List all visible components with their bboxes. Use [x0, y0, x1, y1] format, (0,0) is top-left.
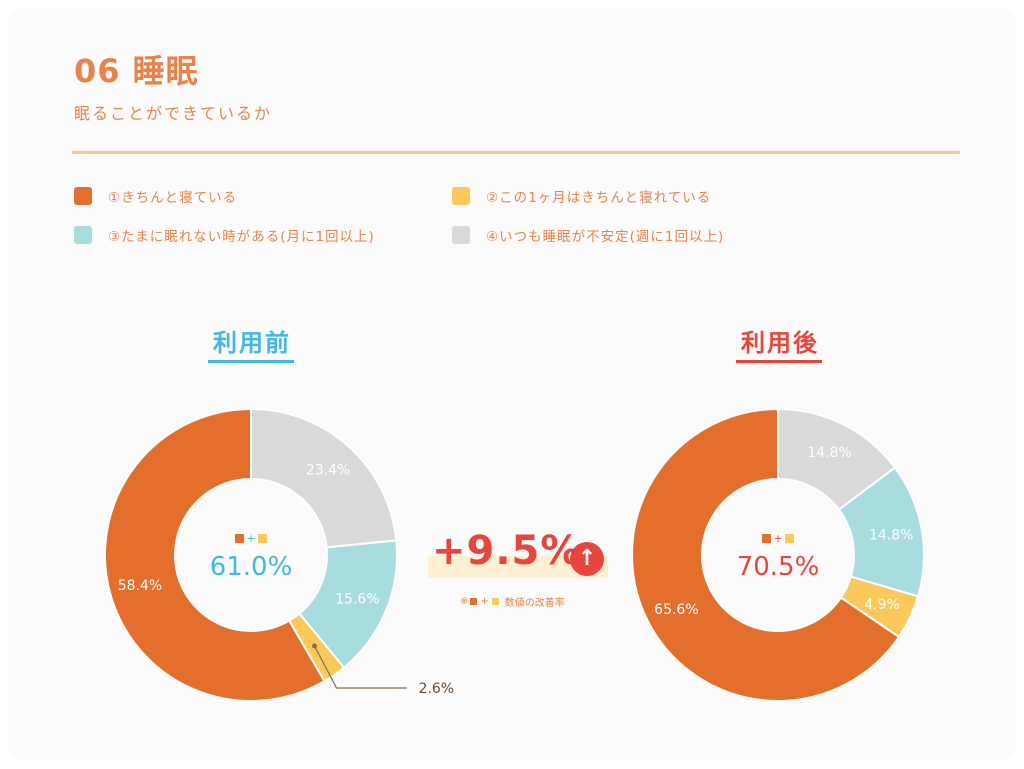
legend-label-2: ②この1ヶ月はきちんと寝れている	[486, 190, 712, 206]
before-slice-4	[250, 408, 398, 549]
before-slice-label-1: 58.4%	[118, 578, 162, 594]
before-slice-label-4: 23.4%	[306, 463, 350, 479]
before-leader-line	[314, 645, 407, 689]
before-slice-1	[104, 408, 326, 702]
legend-swatch-3	[74, 226, 92, 244]
before-label: 利用前	[213, 329, 291, 357]
note-yellow-square	[491, 598, 499, 605]
before-slice-2	[288, 612, 346, 683]
page-subtitle: 眠ることができているか	[74, 104, 273, 123]
arrow-up-icon: ↑	[570, 542, 604, 576]
legend-label-4: ④いつも睡眠が不安定(週に1回以上)	[486, 229, 725, 245]
note-mark: ※	[460, 596, 469, 607]
legend-swatch-4	[452, 226, 470, 244]
before-center-value: 61.0%	[210, 552, 293, 582]
legend-item-2: ②この1ヶ月はきちんと寝れている	[452, 186, 711, 206]
before-center-yellow-square	[258, 534, 267, 543]
after-center-orange-square	[762, 534, 771, 543]
header-divider	[72, 151, 960, 154]
note-orange-square	[470, 598, 478, 605]
after-slice-label-1: 65.6%	[654, 602, 698, 618]
legend-item-1: ①きちんと寝ている	[74, 186, 237, 206]
page-title: 06 睡眠	[74, 52, 199, 90]
after-underline	[736, 360, 822, 363]
improvement-note: ※ + 数値の改善率	[460, 594, 565, 609]
before-center-plus: +	[246, 532, 255, 545]
after-center-value: 70.5%	[737, 552, 820, 582]
after-label: 利用後	[741, 329, 819, 357]
after-center-plus: +	[773, 532, 782, 545]
legend-item-4: ④いつも睡眠が不安定(週に1回以上)	[452, 225, 724, 245]
after-slice-label-4: 14.8%	[807, 445, 851, 461]
after-slice-4	[777, 408, 896, 511]
improvement-value: +9.5%	[432, 528, 582, 574]
legend-swatch-2	[452, 187, 470, 205]
after-slice-1	[631, 408, 900, 702]
legend-item-3: ③たまに眠れない時がある(月に1回以上)	[74, 225, 375, 245]
before-center-orange-square	[235, 534, 244, 543]
legend-label-1: ①きちんと寝ている	[108, 190, 238, 206]
before-slice-label-2: 2.6%	[419, 681, 455, 697]
after-slice-3	[837, 466, 925, 598]
chart-before: 58.4% 2.6% 15.6% 23.4% +61.0%	[104, 408, 455, 702]
chart-after: 65.6% 4.9% 14.8% 14.8% +70.5%	[631, 408, 925, 702]
before-underline	[208, 360, 294, 363]
before-slice-label-3: 15.6%	[335, 592, 379, 608]
after-slice-label-3: 14.8%	[869, 528, 913, 544]
legend-swatch-1	[74, 187, 92, 205]
before-slice-3	[298, 539, 398, 669]
after-slice-label-2: 4.9%	[864, 597, 900, 613]
legend-label-3: ③たまに眠れない時がある(月に1回以上)	[108, 229, 375, 245]
note-plus: +	[480, 596, 489, 607]
after-center-yellow-square	[785, 534, 794, 543]
note-text: 数値の改善率	[504, 598, 565, 609]
improvement-highlight	[428, 556, 608, 578]
